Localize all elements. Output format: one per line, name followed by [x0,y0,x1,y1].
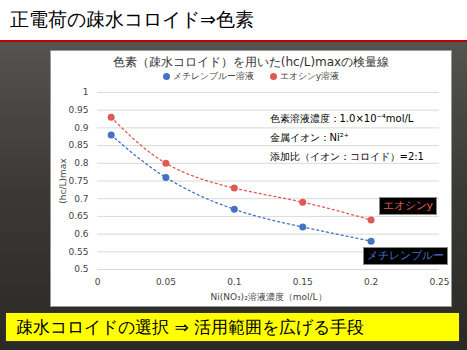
html-text:エオシンy溶液: エオシンy溶液 [279,71,340,81]
html-text:色素（疎水コロイド）を用いた(hc/L)maxの検量線: 色素（疎水コロイド）を用いた(hc/L)maxの検量線 [112,55,390,69]
svg-text:色素溶液濃度：1.0×10⁻⁴mol/L: 色素溶液濃度：1.0×10⁻⁴mol/L [270,113,414,124]
html-text:疎水コロイドの選択 ⇒ 活用範囲を広げる手段: 疎水コロイドの選択 ⇒ 活用範囲を広げる手段 [16,317,365,337]
svg-text:0.6: 0.6 [74,229,89,239]
html-text:エオシンy: エオシンy [382,199,434,213]
html-text:メチレンブルー溶液: メチレンブルー溶液 [172,71,254,81]
svg-text:0.2: 0.2 [364,277,378,287]
svg-text:0: 0 [95,277,101,287]
svg-text:(hc/L)max: (hc/L)max [58,158,68,204]
html-text:メチレンブルー: メチレンブルー [366,248,444,262]
svg-text:0.55: 0.55 [68,247,88,257]
svg-text:0.65: 0.65 [68,211,88,221]
svg-text:0.05: 0.05 [156,277,176,287]
svg-text:0.9: 0.9 [74,123,89,133]
svg-text:0.95: 0.95 [68,105,88,115]
svg-text:0.5: 0.5 [74,264,88,274]
svg-text:添加比（イオン：コロイド）=2:1: 添加比（イオン：コロイド）=2:1 [270,151,424,162]
svg-text:0.7: 0.7 [74,194,88,204]
svg-text:0.1: 0.1 [227,277,241,287]
svg-text:0.25: 0.25 [429,277,449,287]
svg-text:金属イオン：Ni²⁺: 金属イオン：Ni²⁺ [270,132,350,143]
html-text:正電荷の疎水コロイド⇒色素: 正電荷の疎水コロイド⇒色素 [10,8,254,30]
svg-text:0.15: 0.15 [293,277,313,287]
svg-text:1: 1 [83,87,89,97]
svg-text:0.75: 0.75 [68,176,88,186]
svg-text:0.85: 0.85 [68,140,88,150]
svg-text:0.8: 0.8 [74,158,89,168]
svg-text:Ni(NO₃)₂溶液濃度（mol/L）: Ni(NO₃)₂溶液濃度（mol/L） [210,292,326,302]
